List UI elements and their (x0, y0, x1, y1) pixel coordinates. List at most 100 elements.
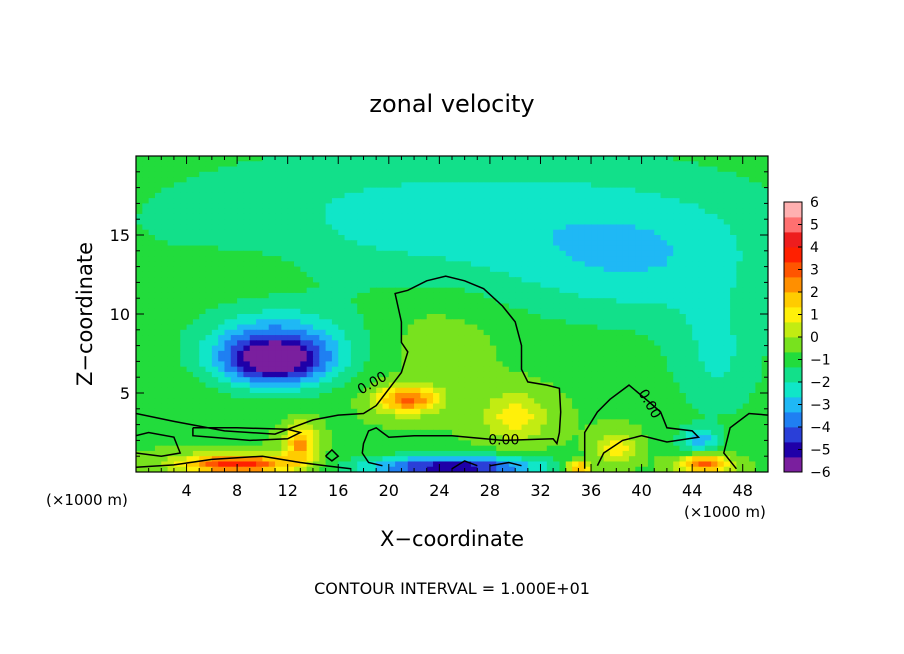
heatmap-cell (502, 250, 510, 257)
heatmap-cell (357, 171, 365, 178)
heatmap-cell (515, 266, 523, 273)
heatmap-cell (167, 240, 175, 247)
heatmap-cell (452, 187, 459, 194)
heatmap-cell (704, 340, 712, 347)
heatmap-cell (736, 171, 744, 178)
heatmap-cell (679, 198, 687, 204)
heatmap-cell (262, 229, 270, 236)
heatmap-cell (666, 229, 674, 236)
heatmap-cell (224, 292, 232, 299)
heatmap-cell (553, 219, 561, 226)
heatmap-cell (540, 208, 548, 215)
heatmap-cell (464, 171, 472, 178)
heatmap-cell (572, 240, 579, 247)
heatmap-cell (281, 319, 289, 326)
heatmap-cell (167, 261, 175, 268)
heatmap-cell (338, 314, 346, 320)
heatmap-cell (148, 398, 156, 405)
heatmap-cell (685, 329, 693, 336)
heatmap-cell (256, 277, 263, 283)
heatmap-cell (565, 287, 573, 294)
heatmap-cell (685, 335, 693, 341)
heatmap-cell (553, 198, 561, 204)
heatmap-cell (249, 187, 257, 194)
heatmap-cell (180, 350, 188, 357)
heatmap-cell (660, 387, 668, 394)
heatmap-cell (666, 245, 674, 252)
heatmap-cell (426, 156, 434, 162)
heatmap-cell (489, 198, 497, 204)
heatmap-cell (363, 177, 371, 183)
heatmap-cell (616, 340, 624, 347)
heatmap-cell (489, 393, 497, 399)
heatmap-cell (199, 382, 207, 389)
heatmap-cell (357, 245, 365, 252)
heatmap-cell (281, 277, 289, 283)
heatmap-cell (300, 192, 308, 199)
heatmap-cell (319, 319, 327, 326)
heatmap-cell (572, 271, 579, 278)
heatmap-cell (736, 340, 744, 347)
heatmap-cell (603, 340, 611, 347)
heatmap-cell (540, 256, 548, 262)
heatmap-cell (723, 240, 731, 247)
heatmap-cell (546, 213, 554, 220)
heatmap-cell (249, 382, 257, 389)
heatmap-cell (243, 287, 251, 294)
heatmap-cell (508, 308, 516, 315)
heatmap-cell (597, 192, 605, 199)
heatmap-cell (458, 356, 466, 362)
heatmap-cell (591, 350, 598, 357)
heatmap-cell (439, 250, 447, 257)
heatmap-cell (546, 403, 554, 410)
heatmap-cell (546, 398, 554, 405)
heatmap-cell (325, 198, 333, 204)
heatmap-cell (616, 361, 624, 368)
heatmap-cell (515, 292, 523, 299)
heatmap-cell (452, 414, 459, 420)
heatmap-cell (136, 219, 143, 226)
heatmap-cell (591, 240, 598, 247)
heatmap-cell (249, 398, 257, 405)
heatmap-cell (755, 256, 763, 262)
heatmap-cell (489, 298, 497, 305)
heatmap-cell (546, 350, 554, 357)
heatmap-cell (622, 271, 630, 278)
heatmap-cell (142, 340, 150, 347)
heatmap-cell (312, 292, 320, 299)
heatmap-cell (281, 256, 289, 262)
heatmap-cell (211, 308, 219, 315)
heatmap-cell (635, 366, 643, 373)
heatmap-cell (433, 261, 440, 268)
heatmap-cell (559, 393, 567, 399)
heatmap-cell (761, 192, 768, 199)
heatmap-cell (376, 361, 384, 368)
heatmap-cell (666, 177, 674, 183)
heatmap-cell (692, 377, 700, 384)
heatmap-cell (230, 324, 238, 331)
heatmap-cell (319, 314, 327, 320)
heatmap-cell (161, 208, 169, 215)
heatmap-cell (723, 277, 731, 283)
heatmap-cell (591, 224, 598, 231)
heatmap-cell (597, 161, 605, 168)
heatmap-cell (591, 171, 598, 178)
heatmap-cell (647, 245, 655, 252)
heatmap-cell (363, 282, 371, 289)
heatmap-cell (237, 387, 245, 394)
heatmap-cell (306, 403, 314, 410)
heatmap-cell (635, 382, 643, 389)
heatmap-cell (211, 203, 219, 210)
heatmap-cell (401, 403, 409, 410)
heatmap-cell (237, 350, 245, 357)
heatmap-cell (679, 366, 687, 373)
heatmap-cell (591, 314, 598, 320)
heatmap-cell (262, 387, 270, 394)
heatmap-cell (180, 161, 188, 168)
heatmap-cell (211, 314, 219, 320)
heatmap-cell (736, 256, 744, 262)
heatmap-cell (199, 298, 207, 305)
heatmap-cell (489, 240, 497, 247)
heatmap-cell (692, 171, 700, 178)
heatmap-cell (401, 335, 409, 341)
